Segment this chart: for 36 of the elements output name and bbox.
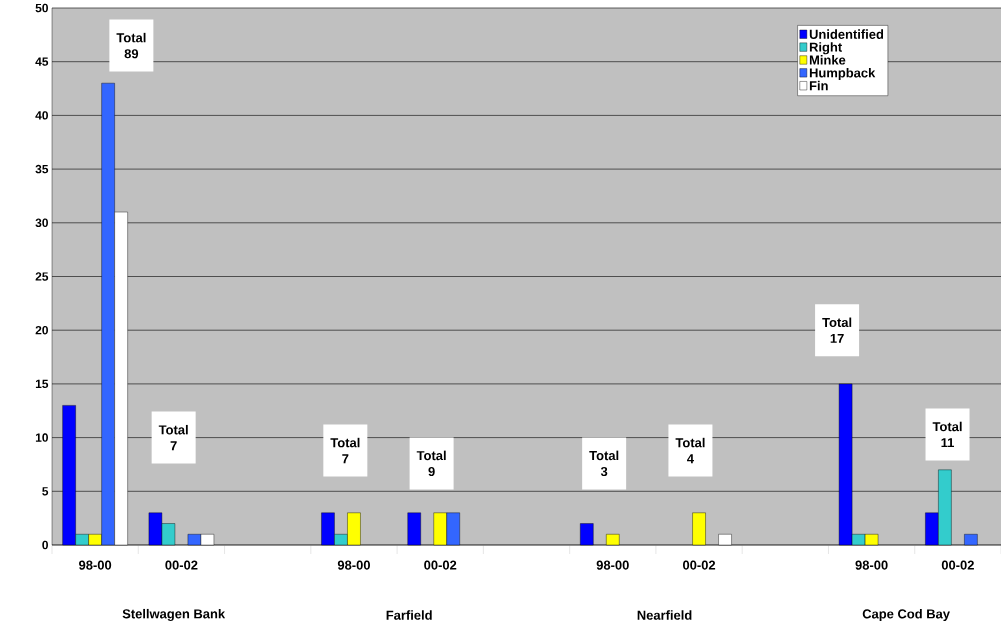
x-tick-label: 00-02 — [165, 560, 198, 570]
text: Stellwagen Bank — [122, 608, 226, 622]
x-tick-label: 98-00 — [596, 560, 629, 570]
y-tick-label: 10 — [35, 433, 48, 442]
annotation: Total 89 — [116, 32, 146, 59]
x-tick-label: 00-02 — [424, 560, 457, 570]
y-tick-label: 25 — [35, 272, 49, 281]
x-tick-label: 98-00 — [855, 560, 888, 570]
annotation: Total 3 — [589, 450, 619, 477]
y-tick-label: 0 — [42, 540, 48, 550]
text: Cape Cod Bay — [862, 608, 950, 622]
x-tick-label: 00-02 — [941, 560, 974, 570]
text: Nearfield — [637, 610, 692, 620]
y-tick-label: 40 — [35, 111, 48, 120]
annotation: Total 9 — [416, 450, 446, 477]
legend-label: Humpback — [809, 67, 876, 81]
y-tick-label: 30 — [35, 218, 48, 228]
legend-label: Unidentified — [809, 29, 884, 39]
y-tick-label: 50 — [35, 3, 48, 13]
legend-label: Minke — [809, 55, 846, 65]
x-tick-label: 98-00 — [337, 560, 370, 570]
legend-label: Fin — [809, 80, 828, 91]
annotation: Total 4 — [675, 437, 705, 464]
y-tick-label: 35 — [35, 164, 49, 174]
annotation: Total 11 — [932, 421, 962, 448]
text: Farfield — [386, 610, 432, 620]
x-tick-label: 98-00 — [79, 560, 112, 570]
annotation: Total 7 — [330, 437, 360, 464]
legend-label: Right — [809, 42, 842, 55]
y-tick-label: 20 — [35, 325, 48, 335]
y-tick-label: 5 — [42, 487, 49, 496]
y-tick-label: 45 — [35, 57, 49, 66]
annotation: Total 7 — [158, 424, 188, 451]
y-tick-label: 15 — [35, 379, 49, 389]
x-tick-label: 00-02 — [683, 560, 716, 570]
annotation: Total 17 — [822, 317, 852, 343]
